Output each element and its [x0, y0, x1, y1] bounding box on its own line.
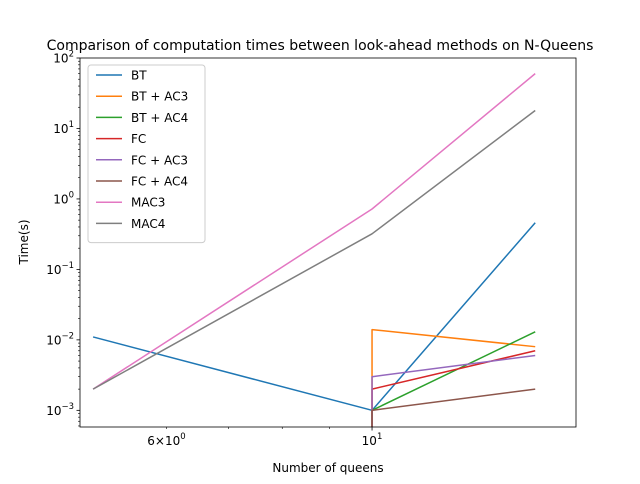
tick-label-y-100: 100	[53, 190, 74, 206]
tick-label-y-10-1: 10−1	[46, 261, 74, 277]
series-line-mac3	[92, 73, 536, 390]
plot-layer	[92, 73, 536, 427]
chart-title: Comparison of computation times between …	[47, 38, 594, 54]
x-axis-label: Number of queens	[272, 461, 383, 475]
series-line-mac4	[92, 109, 536, 390]
axes-layer: 10−3 10−2 10−1 100 101 102 101 6×100	[46, 50, 577, 448]
tick-label-x-minor-6: 6×100	[147, 432, 185, 448]
legend-label-bt-ac3: BT + AC3	[131, 90, 188, 104]
tick-label-y-102: 102	[53, 50, 74, 66]
legend-label-fc: FC	[131, 132, 146, 146]
legend-label-bt: BT	[131, 69, 147, 83]
legend-label-mac4: MAC4	[131, 217, 165, 231]
tick-label-y-10-3: 10−3	[46, 402, 74, 418]
legend-label-fc-ac3: FC + AC3	[131, 153, 188, 167]
tick-label-y-101: 101	[53, 120, 74, 136]
series-line-fc-ac4	[371, 388, 536, 427]
legend-box	[87, 64, 206, 244]
legend-label-bt-ac4: BT + AC4	[131, 111, 188, 125]
legend-label-mac3: MAC3	[131, 196, 165, 210]
tick-label-y-10-2: 10−2	[46, 331, 74, 347]
legend: BT BT + AC3 BT + AC4 FC FC + AC3 FC + AC4 MAC3…	[87, 64, 206, 244]
axes-frame	[79, 57, 577, 428]
tick-label-x-101: 101	[362, 432, 383, 448]
y-axis-label: Time(s)	[17, 220, 31, 266]
legend-label-fc-ac4: FC + AC4	[131, 175, 188, 189]
